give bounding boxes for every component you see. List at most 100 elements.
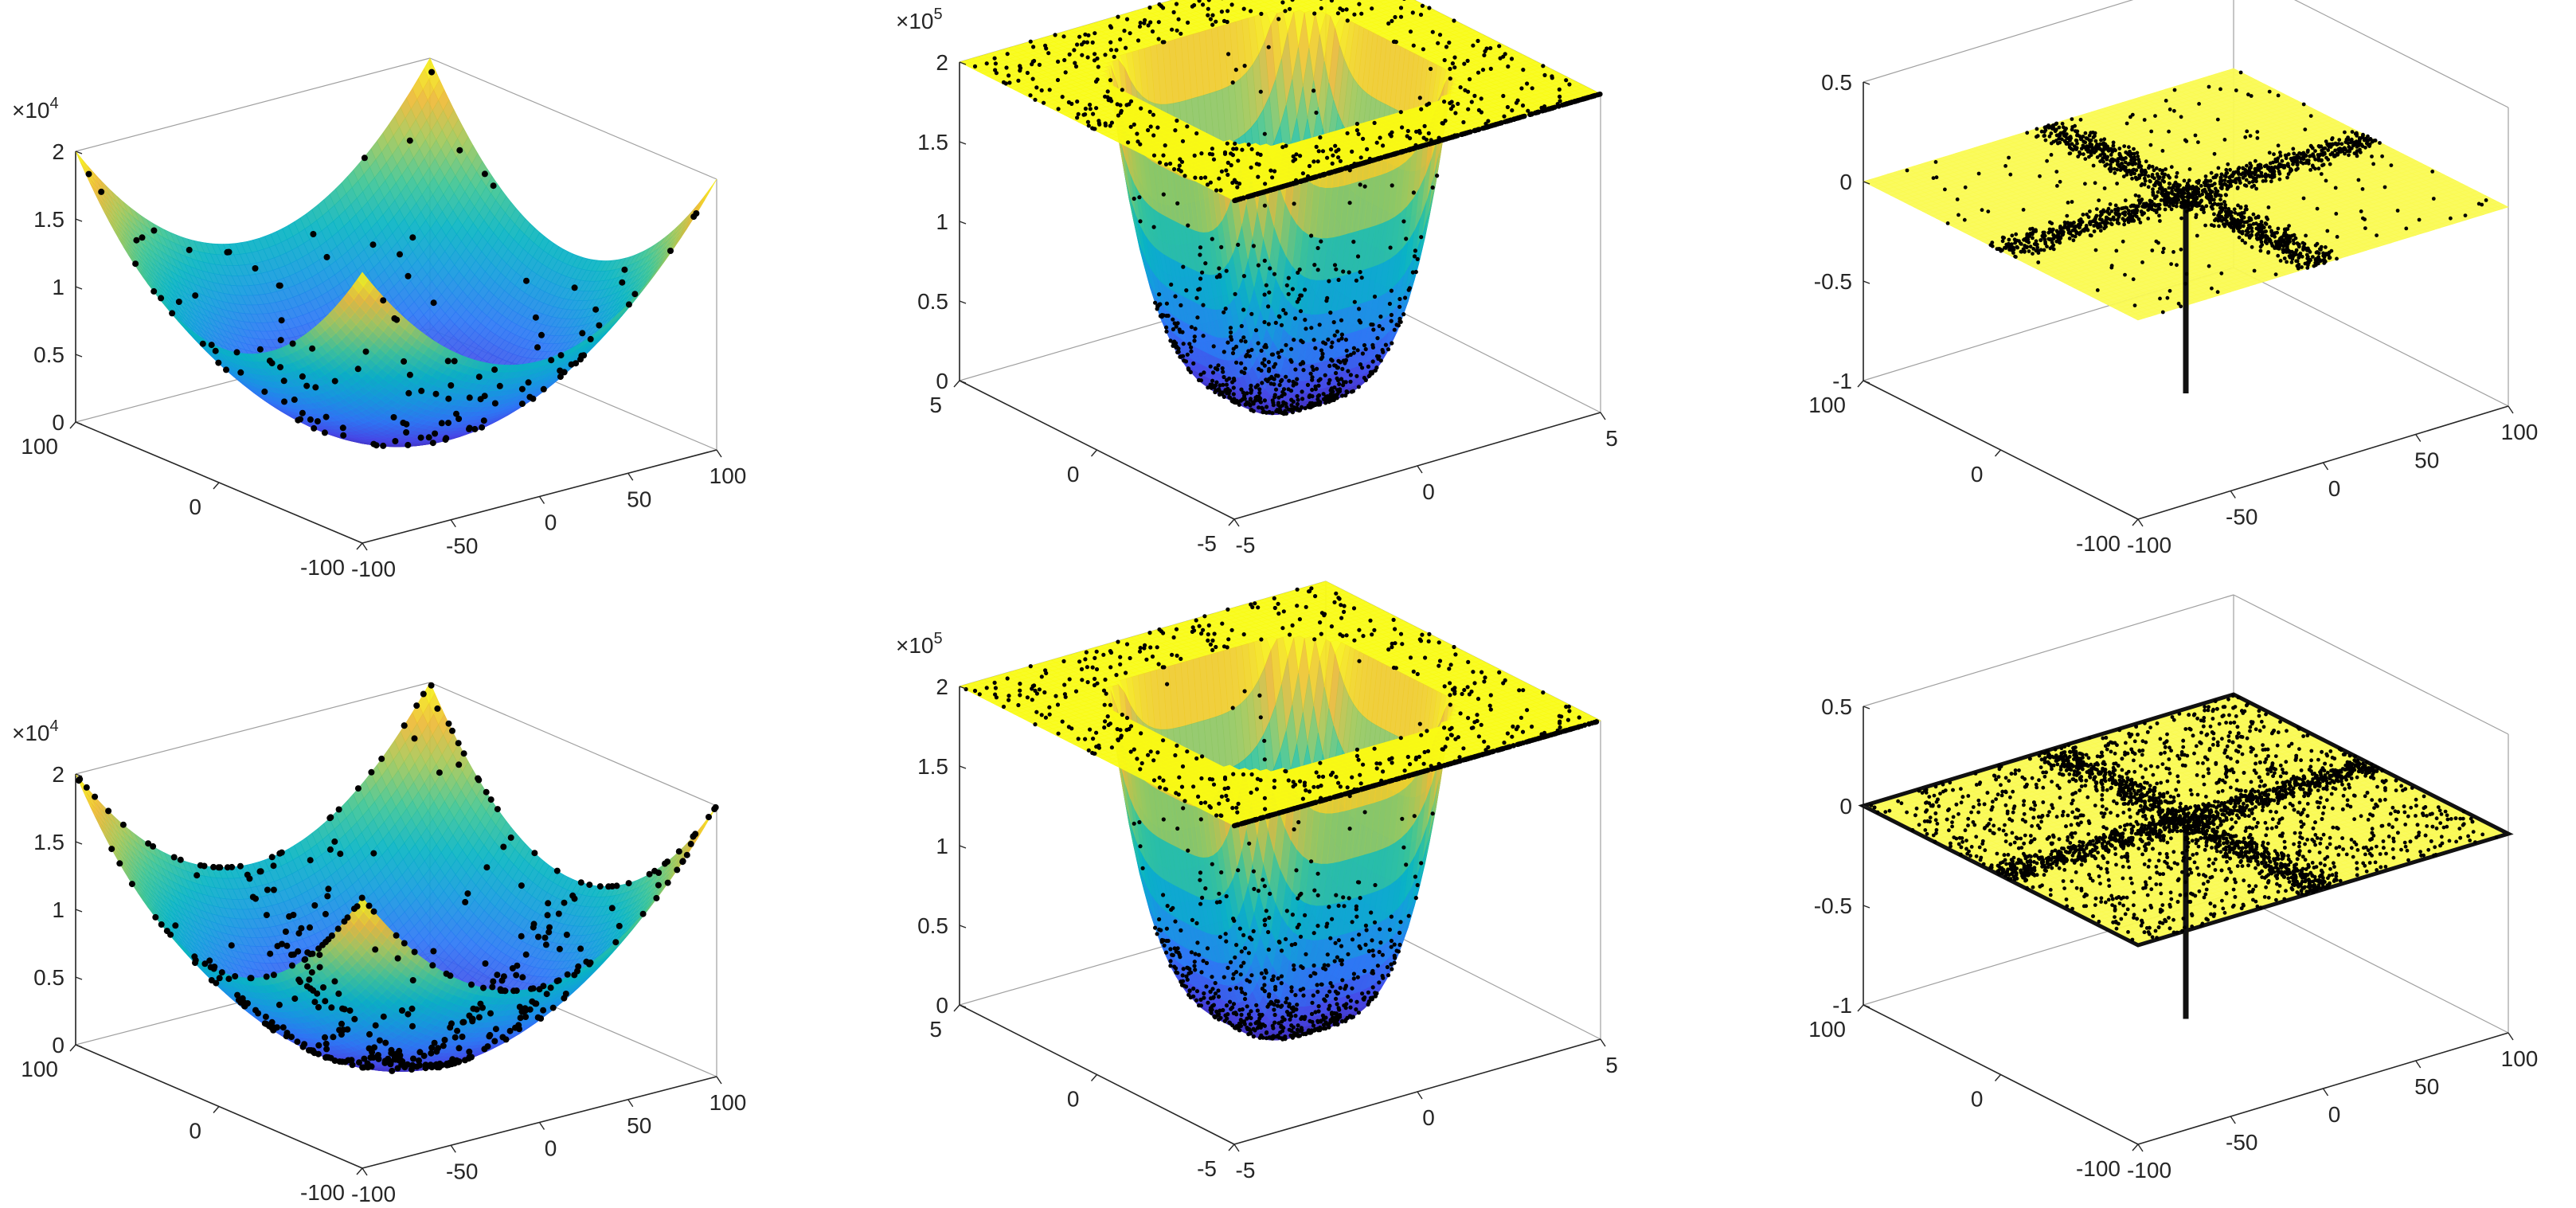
sample-point (363, 349, 369, 355)
z-tick-label: 2 (52, 139, 64, 164)
sample-point (307, 416, 314, 423)
sample-point (299, 410, 306, 416)
sample-point (626, 301, 632, 307)
sample-point (279, 317, 285, 323)
sample-point (479, 424, 485, 431)
z-tick-label: 0 (52, 410, 64, 435)
x-tick-label: -50 (446, 534, 478, 558)
sample-point (491, 366, 498, 373)
z-tick (76, 219, 82, 221)
sample-point (443, 436, 449, 443)
sample-point (132, 260, 139, 267)
z-tick-label: 1 (52, 275, 64, 299)
sample-point (588, 336, 594, 342)
sample-point (482, 393, 488, 399)
sample-point (276, 283, 283, 289)
sample-point (200, 341, 206, 347)
x-tick-label: 100 (709, 463, 747, 488)
sample-point (631, 291, 638, 297)
sample-point (234, 349, 240, 355)
sample-point (290, 341, 296, 347)
sample-point (482, 170, 488, 177)
sample-point (448, 382, 454, 389)
sample-point (467, 425, 473, 432)
sample-point (492, 401, 498, 407)
sample-point (526, 379, 532, 385)
sample-point (86, 171, 92, 178)
sample-point (453, 411, 459, 417)
z-tick (76, 354, 82, 357)
y-tick-label: 100 (21, 434, 58, 459)
sample-point (393, 317, 400, 323)
sample-point (445, 396, 451, 402)
z-exponent-label: ×104 (12, 95, 59, 123)
sample-point (373, 442, 380, 448)
sample-point (619, 280, 625, 286)
sample-point (451, 358, 458, 365)
sample-point (213, 348, 219, 354)
sample-point (192, 292, 198, 299)
y-tick-label: -100 (300, 555, 345, 580)
sample-point (426, 434, 432, 440)
sample-point (186, 247, 193, 253)
z-tick-label: 1.5 (33, 207, 64, 232)
sample-point (401, 358, 407, 365)
sample-point (433, 391, 440, 397)
sample-point (340, 424, 346, 431)
sample-point (209, 342, 215, 348)
z-tick-label: 0.5 (33, 342, 64, 367)
sample-point (150, 288, 157, 295)
sample-point (579, 330, 585, 336)
sample-point (309, 346, 315, 352)
sample-point (456, 147, 463, 154)
sample-point (392, 438, 398, 444)
sample-point (281, 398, 287, 405)
sample-point (432, 431, 438, 437)
sample-point (257, 346, 264, 353)
sample-point (431, 299, 437, 306)
sample-point (323, 414, 330, 420)
sample-point (226, 249, 233, 256)
sample-point (310, 231, 316, 237)
sample-point (572, 284, 578, 291)
sample-point (592, 307, 599, 313)
sample-point (491, 182, 497, 189)
sample-point (407, 372, 413, 378)
sample-point (418, 388, 424, 394)
sample-point (278, 337, 284, 343)
sample-point (223, 366, 229, 373)
sample-point (533, 315, 539, 321)
sample-point (237, 369, 244, 376)
sample-point (405, 273, 412, 280)
sample-point (380, 443, 386, 449)
sample-point (269, 360, 276, 366)
sample-point (150, 228, 157, 234)
sample-point (299, 373, 306, 380)
sample-point (303, 383, 310, 389)
y-tick (357, 543, 362, 549)
sample-point (158, 295, 164, 301)
sample-point (548, 357, 554, 363)
box-edge (76, 58, 430, 151)
sample-point (252, 265, 259, 272)
sample-point (667, 248, 674, 254)
sample-point (281, 377, 287, 384)
sample-point (471, 426, 478, 432)
sample-point (291, 397, 298, 403)
sample-point (596, 323, 602, 329)
sample-point (380, 297, 386, 303)
x-tick-label: -100 (351, 557, 396, 581)
x-tick-label: 50 (627, 487, 651, 511)
sample-point (481, 417, 487, 424)
sample-point (519, 386, 526, 393)
sample-point (311, 425, 317, 432)
sample-point (340, 432, 346, 439)
sample-point (176, 299, 182, 305)
sample-point (362, 154, 368, 161)
sample-point (561, 369, 568, 375)
sample-point (445, 358, 451, 364)
x-tick (451, 520, 455, 527)
sample-point (98, 189, 104, 195)
